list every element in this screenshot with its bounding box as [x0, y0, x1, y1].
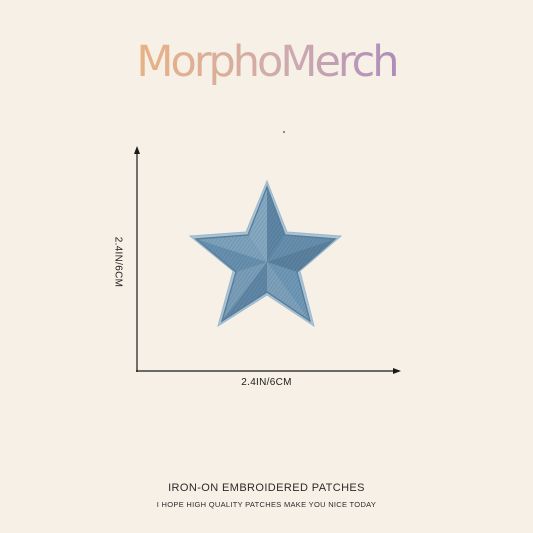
vertical-arrowhead-icon	[134, 146, 140, 154]
horizontal-arrowhead-icon	[393, 368, 401, 374]
product-headline: IRON-ON EMBROIDERED PATCHES	[168, 482, 365, 494]
width-dimension-label: 2.4IN/6CM	[241, 377, 292, 388]
brand-logo: MorphoMerch	[0, 34, 533, 90]
decorative-dot	[283, 131, 285, 133]
product-tagline: I HOPE HIGH QUALITY PATCHES MAKE YOU NIC…	[156, 500, 377, 509]
